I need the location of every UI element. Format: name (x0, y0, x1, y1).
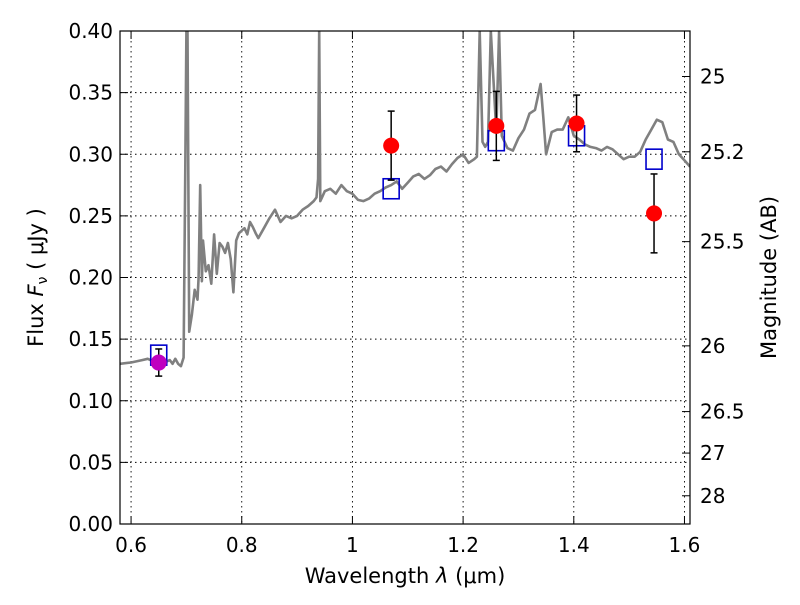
y2-tick-label: 28 (700, 484, 725, 508)
plot-area (120, 31, 690, 368)
y-tick-label: 0.35 (68, 81, 113, 105)
y-tick-label: 0.00 (68, 512, 113, 536)
y2-tick-label: 25 (700, 65, 725, 89)
x-tick-label: 0.8 (226, 533, 258, 557)
y-tick-label: 0.40 (68, 19, 113, 43)
grid (120, 30, 690, 525)
observed-point (150, 354, 167, 371)
observed-point (646, 205, 663, 222)
y2-tick-label: 25.5 (700, 230, 745, 254)
y-tick-label: 0.10 (68, 389, 113, 413)
x-tick-label: 0.6 (115, 533, 147, 557)
ticks: 0.6 0.8 1 1.2 1.4 1.6 0.00 0.05 0.10 0.15 0.20 0.25… (68, 19, 744, 557)
y-tick-label: 0.20 (68, 266, 113, 290)
y-tick-label: 0.30 (68, 142, 113, 166)
observed-point (568, 115, 585, 132)
y2-tick-label: 25.2 (700, 140, 745, 164)
y-tick-label: 0.15 (68, 327, 113, 351)
x-tick-label: 1.6 (669, 533, 701, 557)
y2-tick-label: 27 (700, 441, 725, 465)
x-tick-label: 1 (346, 533, 359, 557)
model-box-marker (645, 148, 663, 170)
x-axis-label: Wavelength λ (μm) (305, 564, 506, 588)
markers (149, 90, 663, 377)
x-tick-label: 1.4 (558, 533, 590, 557)
observed-point (488, 117, 505, 134)
observed-point (383, 137, 400, 154)
y-axis-label: Flux Fν ( μJy ) (24, 208, 51, 347)
y2-axis-label: Magnitude (AB) (757, 196, 781, 359)
y-tick-label: 0.05 (68, 450, 113, 474)
y-tick-label: 0.25 (68, 204, 113, 228)
y2-tick-label: 26.5 (700, 400, 745, 424)
spectrum-line (120, 31, 690, 368)
x-tick-label: 1.2 (447, 533, 479, 557)
y2-tick-label: 26 (700, 334, 725, 358)
